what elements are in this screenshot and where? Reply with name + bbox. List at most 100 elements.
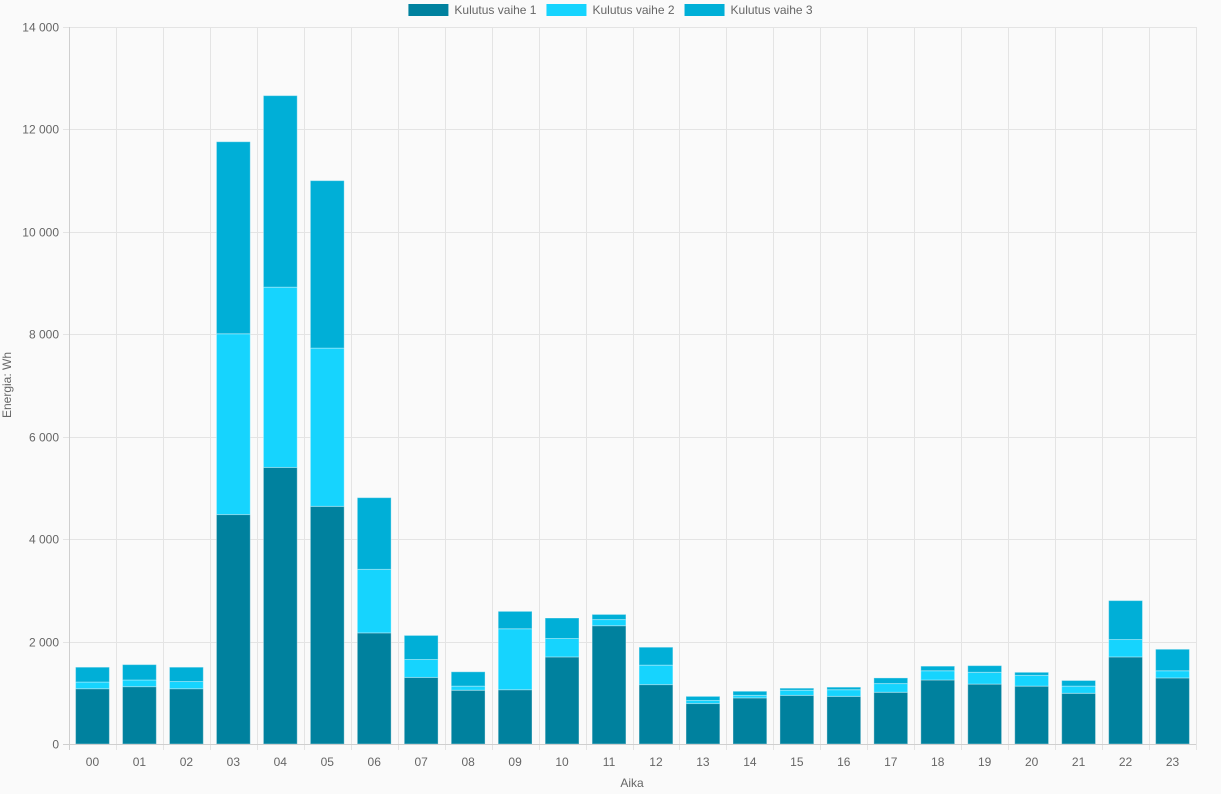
bar-segment-22-series-1[interactable]	[1108, 656, 1143, 745]
x-tick-label: 08	[461, 755, 475, 769]
bar-segment-09-series-3[interactable]	[497, 610, 533, 630]
bar-segment-02-series-1[interactable]	[168, 688, 204, 745]
bar-segment-12-series-2[interactable]	[638, 664, 674, 686]
bar-segment-10-series-2[interactable]	[544, 638, 580, 658]
bar-segment-05-series-2[interactable]	[309, 347, 345, 507]
bar-segment-05-series-3[interactable]	[309, 180, 345, 349]
x-axis-title: Aika	[620, 776, 644, 790]
x-tick-label: 16	[837, 755, 851, 769]
legend-item-series-3[interactable]: Kulutus vaihe 3	[684, 3, 813, 17]
bar-segment-16-series-1[interactable]	[826, 695, 862, 745]
bar-segment-05-series-1[interactable]	[309, 505, 345, 745]
grid	[63, 27, 1197, 750]
bar-segment-10-series-1[interactable]	[544, 656, 580, 745]
bar-segment-15-series-2[interactable]	[779, 689, 815, 696]
legend-item-series-2[interactable]: Kulutus vaihe 2	[546, 3, 675, 17]
x-tick-label: 11	[603, 755, 616, 769]
bar-segment-22-series-2[interactable]	[1108, 639, 1143, 658]
x-tick-label: 20	[1025, 755, 1039, 769]
bar-segment-04-series-1[interactable]	[262, 466, 298, 745]
bar-segment-14-series-3[interactable]	[732, 690, 768, 696]
bar-segment-07-series-1[interactable]	[403, 676, 439, 745]
bar-segment-11-series-2[interactable]	[591, 619, 627, 627]
bar-segment-17-series-2[interactable]	[873, 683, 909, 693]
legend-swatch	[546, 4, 587, 16]
bar-segment-00-series-2[interactable]	[75, 681, 110, 690]
bar-segment-09-series-1[interactable]	[497, 689, 533, 745]
x-tick-label: 13	[696, 755, 710, 769]
bar-segment-13-series-1[interactable]	[685, 703, 721, 745]
bar-segment-20-series-2[interactable]	[1014, 674, 1050, 687]
bar-segment-21-series-2[interactable]	[1061, 685, 1097, 694]
y-tick-label: 0	[52, 738, 59, 752]
y-tick-label: 6 000	[29, 431, 59, 445]
legend-item-series-1[interactable]: Kulutus vaihe 1	[408, 3, 537, 17]
bar-segment-23-series-2[interactable]	[1155, 670, 1190, 679]
bar-segment-01-series-3[interactable]	[122, 664, 157, 681]
bar-segment-18-series-1[interactable]	[920, 679, 956, 745]
bar-segment-08-series-1[interactable]	[450, 689, 486, 745]
bar-segment-11-series-3[interactable]	[591, 613, 627, 621]
x-tick-label: 21	[1072, 755, 1086, 769]
x-tick-label: 01	[133, 755, 147, 769]
bar-segment-07-series-2[interactable]	[403, 659, 439, 678]
bar-segment-08-series-3[interactable]	[450, 671, 486, 687]
bar-segment-17-series-1[interactable]	[873, 691, 909, 745]
bar-segment-13-series-3[interactable]	[685, 695, 721, 701]
bar-segment-21-series-1[interactable]	[1061, 692, 1097, 745]
bar-segment-06-series-2[interactable]	[356, 568, 392, 634]
bar-segment-07-series-3[interactable]	[403, 634, 439, 660]
bar-segment-04-series-3[interactable]	[262, 95, 298, 288]
y-tick-label: 2 000	[29, 636, 59, 650]
bar-segment-20-series-1[interactable]	[1014, 685, 1050, 745]
bar-segment-20-series-3[interactable]	[1014, 671, 1050, 676]
x-tick-label: 04	[274, 755, 288, 769]
bar-segment-01-series-1[interactable]	[122, 686, 157, 745]
x-tick-label: 19	[978, 755, 992, 769]
bar-segment-19-series-3[interactable]	[967, 665, 1003, 673]
bar-segment-01-series-2[interactable]	[122, 679, 157, 688]
y-axis-title: Energia: Wh	[0, 352, 14, 418]
x-tick-label: 22	[1119, 755, 1133, 769]
bar-segment-00-series-3[interactable]	[75, 666, 110, 683]
bar-segment-12-series-1[interactable]	[638, 684, 674, 745]
bar-segment-10-series-3[interactable]	[544, 617, 580, 640]
bar-segment-19-series-1[interactable]	[967, 683, 1003, 745]
bar-segment-21-series-3[interactable]	[1061, 679, 1097, 687]
bar-segment-03-series-3[interactable]	[215, 141, 251, 335]
y-tick-label: 8 000	[29, 328, 59, 342]
x-tick-label: 14	[743, 755, 757, 769]
legend-swatch	[684, 4, 725, 16]
bar-segment-08-series-2[interactable]	[450, 685, 486, 691]
bar-segment-15-series-1[interactable]	[779, 694, 815, 745]
bar-segment-23-series-3[interactable]	[1155, 648, 1190, 672]
bar-segment-12-series-3[interactable]	[638, 646, 674, 666]
bar-segment-04-series-2[interactable]	[262, 286, 298, 468]
bar-segment-03-series-1[interactable]	[215, 514, 251, 745]
bar-segment-11-series-1[interactable]	[591, 625, 627, 745]
legend[interactable]: Kulutus vaihe 1 Kulutus vaihe 2 Kulutus va…	[408, 3, 813, 17]
bar-segment-15-series-3[interactable]	[779, 687, 815, 691]
bar-segment-17-series-3[interactable]	[873, 677, 909, 685]
bar-segment-18-series-2[interactable]	[920, 670, 956, 681]
x-tick-label: 03	[227, 755, 241, 769]
bar-segment-22-series-3[interactable]	[1108, 600, 1143, 641]
bar-segment-09-series-2[interactable]	[497, 628, 533, 691]
legend-label: Kulutus vaihe 3	[731, 3, 813, 17]
bar-segment-00-series-1[interactable]	[75, 688, 110, 745]
y-tick-label: 4 000	[29, 533, 59, 547]
bar-segment-02-series-2[interactable]	[168, 681, 204, 690]
bar-segment-19-series-2[interactable]	[967, 671, 1003, 685]
bar-segment-02-series-3[interactable]	[168, 666, 204, 683]
x-tick-label: 23	[1166, 755, 1180, 769]
bar-segment-23-series-1[interactable]	[1155, 677, 1190, 745]
bar-segment-06-series-1[interactable]	[356, 632, 392, 745]
bar-segment-03-series-2[interactable]	[215, 333, 251, 516]
x-tick-label: 10	[555, 755, 569, 769]
bar-segment-16-series-2[interactable]	[826, 689, 862, 697]
bar-segment-18-series-3[interactable]	[920, 665, 956, 672]
bar-segment-16-series-3[interactable]	[826, 686, 862, 691]
bar-segment-14-series-1[interactable]	[732, 697, 768, 745]
bar-segment-06-series-3[interactable]	[356, 497, 392, 570]
